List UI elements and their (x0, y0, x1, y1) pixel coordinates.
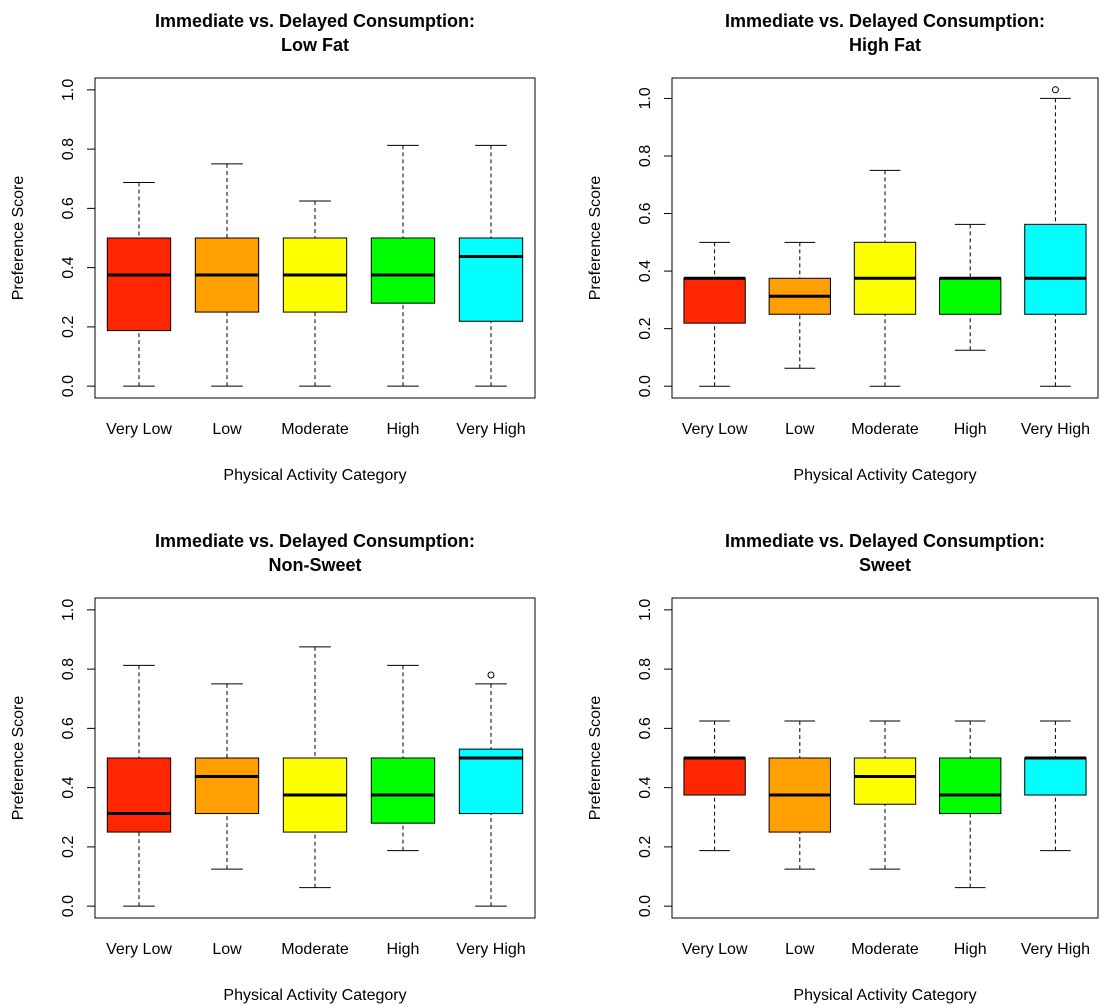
x-tick-label: Very Low (106, 941, 172, 958)
plot-frame (94, 597, 536, 919)
y-axis-label: Preference Score (587, 696, 604, 821)
y-tick-label: 0.0 (637, 895, 654, 917)
chart-panel: Immediate vs. Delayed Consumption: Sweet 0… (587, 531, 1099, 1004)
box (853, 757, 917, 805)
x-tick-label: Very High (1021, 421, 1090, 438)
x-tick-label: High (954, 421, 987, 438)
x-tick-label: Very Low (682, 421, 748, 438)
y-tick-label: 0.2 (60, 316, 77, 338)
x-tick-label: Moderate (851, 421, 919, 438)
chart-panel: Immediate vs. Delayed Consumption: High F… (587, 11, 1099, 484)
outlier (1051, 86, 1059, 94)
box (1024, 223, 1087, 315)
y-tick-label: 0.4 (60, 776, 77, 798)
x-tick-label: High (954, 941, 987, 958)
box (458, 237, 524, 322)
chart-title: Immediate vs. Delayed Consumption: (155, 531, 475, 551)
x-axis-label: Physical Activity Category (793, 467, 976, 484)
x-tick-label: Moderate (851, 941, 919, 958)
y-tick-label: 1.0 (60, 599, 77, 621)
chart-title: Sweet (859, 555, 911, 575)
plot-frame (94, 77, 536, 399)
box (1024, 757, 1087, 796)
y-tick-label: 0.6 (637, 717, 654, 739)
chart-title: Immediate vs. Delayed Consumption: (725, 11, 1045, 31)
y-tick-label: 0.8 (60, 138, 77, 160)
y-axis-label: Preference Score (10, 176, 27, 301)
x-tick-label: Low (212, 941, 242, 958)
x-tick-label: Very High (456, 421, 525, 438)
x-tick-label: Low (212, 421, 242, 438)
x-axis-label: Physical Activity Category (223, 467, 406, 484)
box (939, 757, 1002, 815)
box (370, 757, 436, 824)
box (106, 237, 172, 332)
x-tick-label: Moderate (281, 421, 349, 438)
x-tick-label: Very Low (106, 421, 172, 438)
x-tick-label: High (387, 421, 420, 438)
box (939, 277, 1002, 315)
x-tick-label: High (387, 941, 420, 958)
box (370, 237, 436, 304)
y-axis-label: Preference Score (587, 176, 604, 301)
chart-title: High Fat (849, 35, 921, 55)
x-tick-label: Very High (1021, 941, 1090, 958)
box (194, 757, 260, 815)
x-axis-label: Physical Activity Category (793, 987, 976, 1004)
y-tick-label: 0.2 (637, 836, 654, 858)
box (458, 748, 524, 815)
box (683, 277, 746, 324)
chart-title: Non-Sweet (268, 555, 361, 575)
y-tick-label: 0.4 (637, 776, 654, 798)
y-tick-label: 0.0 (637, 375, 654, 397)
box (683, 757, 746, 796)
chart-title: Immediate vs. Delayed Consumption: (725, 531, 1045, 551)
plot-frame (671, 597, 1099, 919)
y-tick-label: 1.0 (637, 87, 654, 109)
y-tick-label: 1.0 (637, 599, 654, 621)
box (106, 757, 172, 833)
x-tick-label: Low (785, 941, 815, 958)
y-tick-label: 0.6 (60, 197, 77, 219)
chart-title: Low Fat (281, 35, 349, 55)
plot-frame (671, 77, 1099, 399)
outlier (487, 671, 495, 679)
y-tick-label: 0.6 (637, 202, 654, 224)
y-tick-label: 0.2 (637, 317, 654, 339)
y-tick-label: 0.8 (637, 658, 654, 680)
y-tick-label: 0.8 (60, 658, 77, 680)
chart-panel: Immediate vs. Delayed Consumption: Low Fa… (10, 11, 536, 484)
y-tick-label: 0.0 (60, 895, 77, 917)
x-axis-label: Physical Activity Category (223, 987, 406, 1004)
chart-title: Immediate vs. Delayed Consumption: (155, 11, 475, 31)
x-tick-label: Low (785, 421, 815, 438)
y-tick-label: 0.4 (60, 256, 77, 278)
y-tick-label: 1.0 (60, 79, 77, 101)
x-tick-label: Very Low (682, 941, 748, 958)
y-tick-label: 0.6 (60, 717, 77, 739)
y-tick-label: 0.2 (60, 836, 77, 858)
x-tick-label: Very High (456, 941, 525, 958)
y-axis-label: Preference Score (10, 696, 27, 821)
x-tick-label: Moderate (281, 941, 349, 958)
y-tick-label: 0.4 (637, 260, 654, 282)
chart-panel: Immediate vs. Delayed Consumption: Non-Sw… (10, 531, 536, 1004)
y-tick-label: 0.8 (637, 145, 654, 167)
y-tick-label: 0.0 (60, 375, 77, 397)
